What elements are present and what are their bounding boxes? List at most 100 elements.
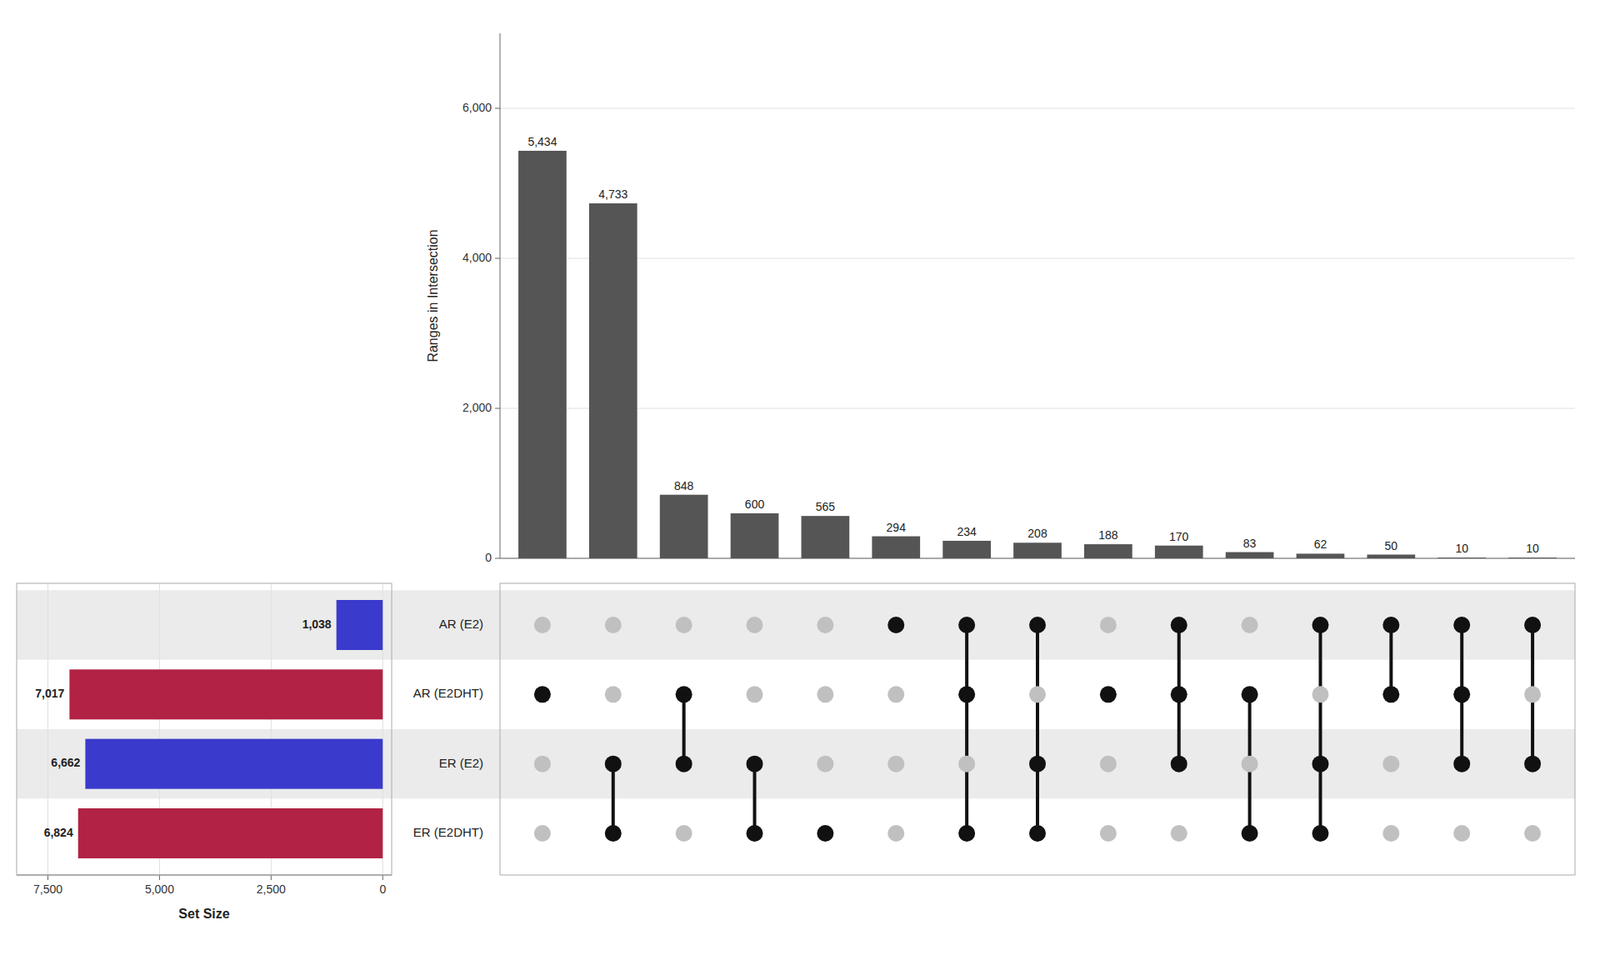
dot [887, 616, 905, 634]
dot [1170, 825, 1188, 842]
dot [1170, 685, 1188, 703]
dot [534, 685, 551, 703]
dot [1382, 755, 1400, 773]
dot [1382, 616, 1400, 634]
dot [1241, 616, 1259, 634]
bar [518, 150, 567, 559]
data-label: 10 [1455, 541, 1469, 555]
dot [675, 685, 693, 703]
tick-label: 2,500 [256, 882, 286, 896]
dot [1524, 616, 1541, 634]
bar [1366, 555, 1415, 560]
dot [1100, 755, 1117, 773]
dot [1524, 825, 1541, 842]
axis-label: Set Size [178, 906, 230, 921]
dot [1524, 685, 1541, 703]
dot [746, 825, 764, 842]
grid-line [500, 408, 1575, 410]
data-label: 600 [745, 497, 765, 511]
dot [1241, 825, 1259, 842]
bar [801, 515, 850, 559]
dot [1311, 755, 1329, 773]
dot [1453, 616, 1470, 634]
tick-mark [495, 258, 500, 260]
connector [753, 764, 757, 834]
tick-mark [270, 875, 272, 880]
grid-line [500, 108, 1575, 110]
tick-mark [382, 875, 384, 880]
data-label: 6,662 [50, 755, 80, 770]
data-label: 7,017 [35, 686, 65, 700]
data-label: 848 [674, 479, 695, 493]
panel-frame [500, 583, 1575, 875]
data-label: 50 [1385, 539, 1399, 553]
dot [534, 616, 551, 634]
row-label: AR (E2) [439, 616, 484, 631]
row-stripe [16, 729, 1575, 799]
bar [660, 495, 709, 559]
dot [1382, 825, 1400, 842]
dot [605, 825, 622, 842]
set-bars [69, 600, 383, 859]
dot [1029, 616, 1046, 634]
data-label: 4,733 [598, 187, 628, 201]
dot [1311, 616, 1329, 634]
data-label: 188 [1098, 528, 1119, 542]
data-label: 1,038 [302, 617, 332, 631]
bar [78, 808, 384, 859]
dot [746, 685, 764, 703]
dot [1241, 685, 1259, 703]
data-label: 208 [1027, 526, 1048, 540]
tick-label: 2,000 [462, 400, 492, 415]
connector [682, 694, 686, 764]
bars [518, 150, 1557, 559]
dot [1100, 616, 1117, 634]
data-label: 62 [1314, 537, 1328, 551]
tick-mark [159, 875, 160, 880]
dot [675, 755, 693, 773]
axis-label: Ranges in Intersection [425, 229, 440, 362]
tick-mark [47, 875, 49, 880]
data-label: 294 [886, 520, 907, 535]
dot [816, 685, 834, 703]
dot [1453, 825, 1470, 842]
bar [1155, 545, 1204, 559]
dot [746, 616, 764, 634]
dot [1311, 685, 1329, 703]
axis-line [500, 33, 501, 559]
bar [1225, 552, 1275, 559]
tick-label: 0 [379, 882, 386, 896]
row-label: AR (E2DHT) [413, 685, 484, 700]
tick-label: 0 [485, 550, 492, 565]
dot [675, 616, 693, 634]
dot [1241, 755, 1259, 773]
connector [1389, 625, 1393, 695]
bar [1508, 557, 1557, 559]
dot [1100, 685, 1117, 703]
data-label: 565 [815, 500, 836, 514]
bar [589, 203, 638, 559]
dot [675, 825, 693, 842]
chart: 02,0004,0006,000Ranges in Intersection5,… [0, 0, 1600, 960]
dot [887, 755, 905, 773]
grid-line [500, 258, 1575, 260]
data-label: 170 [1169, 530, 1190, 544]
dot [746, 755, 764, 773]
bar [871, 536, 920, 559]
dot [1029, 825, 1046, 842]
dot [1029, 755, 1046, 773]
panel-frame [16, 583, 392, 875]
tick-mark [495, 558, 500, 560]
dot [534, 825, 551, 842]
dot [1453, 685, 1470, 703]
row-stripe [16, 590, 1575, 660]
bar [1084, 544, 1133, 559]
connector [1035, 625, 1040, 834]
dot [1100, 825, 1117, 842]
bar [942, 540, 991, 559]
dot [605, 755, 622, 773]
dot [1170, 755, 1188, 773]
dot [1170, 616, 1188, 634]
bar [1296, 553, 1345, 559]
tick-label: 4,000 [462, 250, 492, 265]
